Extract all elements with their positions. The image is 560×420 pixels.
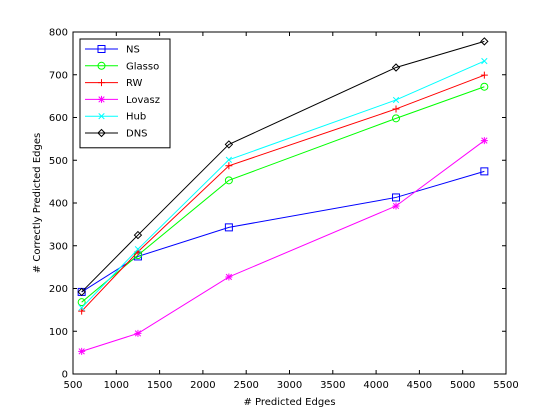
x-tick-label: 500 xyxy=(63,380,82,391)
data-point-rw xyxy=(392,105,400,113)
legend-marker-hub xyxy=(98,113,105,120)
legend-marker-rw xyxy=(98,79,105,87)
data-point-ns xyxy=(480,167,489,176)
legend-entry-lovasz: Lovasz xyxy=(85,95,160,106)
legend-label-ns: NS xyxy=(126,45,140,56)
x-tick-label: 5000 xyxy=(450,380,475,391)
x-tick-label: 2500 xyxy=(233,380,258,391)
data-point-glasso xyxy=(224,176,233,185)
legend-marker-ns xyxy=(97,45,106,53)
data-point-glasso xyxy=(77,298,86,307)
data-point-hub xyxy=(225,156,233,163)
axes: 500 1000 1500 2000 2500 3000 3500 4000 4500 5000 5… xyxy=(49,28,519,392)
data-point-dns xyxy=(224,140,234,149)
data-point-lovasz xyxy=(134,329,142,337)
data-point-hub xyxy=(78,304,85,311)
series-hub xyxy=(78,57,488,311)
legend-box xyxy=(79,38,171,149)
legend-entry-rw: RW xyxy=(85,78,143,89)
x-tick-label: 4500 xyxy=(407,380,432,391)
x-tick-label: 2000 xyxy=(190,380,215,391)
y-tick-label: 700 xyxy=(49,70,68,81)
data-point-rw xyxy=(480,71,488,79)
legend-label-hub: Hub xyxy=(126,112,146,123)
data-point-lovasz xyxy=(78,347,86,355)
legend-entry-glasso: Glasso xyxy=(85,61,159,72)
y-axis-label: # Correctly Predicted Edges xyxy=(32,133,43,273)
legend-entry-dns: DNS xyxy=(85,129,148,140)
y-tick-label: 0 xyxy=(62,370,68,381)
x-axis-label: # Predicted Edges xyxy=(243,397,335,408)
data-point-hub xyxy=(481,57,488,65)
series-layer xyxy=(77,37,489,355)
data-point-lovasz xyxy=(225,273,233,281)
data-point-glasso xyxy=(392,114,401,123)
data-point-ns xyxy=(224,223,233,232)
y-tick-label: 800 xyxy=(49,28,68,39)
series-lovasz xyxy=(78,137,488,355)
y-tick-label: 200 xyxy=(49,284,68,295)
legend-label-lovasz: Lovasz xyxy=(126,95,160,106)
legend-entry-hub: Hub xyxy=(85,112,146,123)
legend-label-glasso: Glasso xyxy=(126,61,159,72)
x-tick-label: 1500 xyxy=(147,380,172,391)
y-tick-label: 300 xyxy=(49,241,68,252)
data-point-hub xyxy=(134,246,142,253)
data-point-dns xyxy=(480,37,489,46)
legend-marker-lovasz xyxy=(98,95,105,103)
x-tick-label: 4000 xyxy=(363,380,388,391)
data-point-lovasz xyxy=(392,202,400,210)
y-tick-label: 600 xyxy=(49,113,68,124)
y-tick-label: 500 xyxy=(49,156,68,167)
legend-label-rw: RW xyxy=(126,78,143,89)
legend: NS Glasso RW Lovasz Hub DNS xyxy=(79,38,171,149)
legend-marker-dns xyxy=(97,128,106,138)
data-point-glasso xyxy=(480,82,489,91)
y-tick-label: 400 xyxy=(49,199,68,210)
data-point-dns xyxy=(391,63,401,72)
x-tick-label: 3500 xyxy=(320,380,345,391)
data-point-rw xyxy=(225,162,233,170)
data-point-dns xyxy=(77,287,86,297)
data-point-ns xyxy=(392,193,401,202)
y-tick-label: 100 xyxy=(49,327,68,338)
data-point-lovasz xyxy=(480,137,488,145)
data-point-rw xyxy=(78,307,86,315)
x-tick-label: 5500 xyxy=(493,380,518,391)
data-point-dns xyxy=(133,230,143,240)
legend-entry-ns: NS xyxy=(85,45,140,56)
x-tick-label: 3000 xyxy=(277,380,302,391)
data-point-hub xyxy=(392,96,400,104)
series-line-dns xyxy=(81,40,485,293)
legend-label-dns: DNS xyxy=(126,129,148,140)
series-dns xyxy=(77,37,489,297)
x-tick-label: 1000 xyxy=(104,380,129,391)
legend-marker-glasso xyxy=(97,61,106,70)
